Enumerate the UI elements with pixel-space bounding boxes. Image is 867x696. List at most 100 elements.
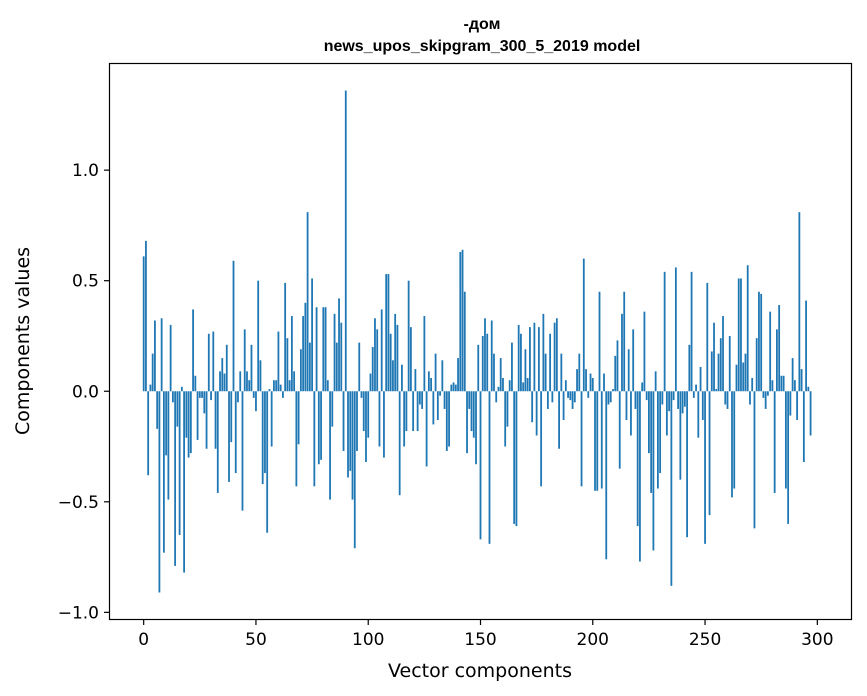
bar-279: [769, 311, 772, 392]
bar-209: [612, 389, 614, 392]
bar-10: [165, 391, 168, 456]
bar-60: [277, 331, 280, 392]
bar-276: [762, 391, 765, 398]
bar-120: [412, 391, 415, 432]
bar-225: [648, 391, 650, 454]
bar-52: [259, 360, 262, 392]
bar-169: [522, 382, 525, 392]
bar-40: [232, 260, 235, 392]
bar-297: [809, 391, 812, 436]
bar-114: [398, 391, 401, 496]
bar-144: [466, 391, 468, 454]
bar-228: [654, 371, 657, 392]
bar-168: [520, 333, 522, 392]
bar-266: [740, 278, 742, 392]
bar-181: [549, 333, 552, 392]
bar-158: [497, 386, 500, 392]
x-tick-label: 250: [689, 630, 721, 650]
bar-0: [142, 256, 145, 392]
bar-220: [636, 391, 639, 527]
bar-65: [288, 380, 291, 392]
bar-46: [246, 371, 248, 392]
bar-172: [529, 327, 531, 392]
y-axis-label: Components values: [12, 247, 34, 435]
bar-159: [499, 358, 502, 392]
bar-42: [237, 391, 239, 403]
bar-263: [733, 391, 736, 489]
bar-66: [290, 316, 293, 392]
bar-8: [160, 318, 163, 392]
bar-252: [708, 391, 711, 516]
bar-175: [535, 391, 538, 436]
bar-139: [454, 384, 457, 392]
bar-163: [508, 380, 511, 392]
bar-108: [385, 274, 388, 392]
bar-178: [542, 313, 545, 392]
bar-261: [728, 335, 731, 392]
bar-153: [486, 333, 489, 392]
bar-186: [560, 353, 563, 392]
y-tick-label: −0.5: [58, 493, 99, 513]
bar-39: [230, 391, 233, 443]
bar-70: [299, 349, 302, 392]
bar-21: [189, 391, 192, 454]
bar-16: [178, 391, 181, 535]
bar-112: [394, 313, 397, 392]
bar-241: [683, 391, 686, 407]
bar-284: [780, 375, 783, 392]
bar-86: [335, 342, 338, 392]
bar-213: [621, 313, 623, 392]
bar-79: [320, 391, 322, 460]
bar-191: [571, 391, 574, 409]
bar-41: [234, 391, 237, 474]
bar-199: [589, 373, 592, 392]
bar-34: [219, 371, 221, 392]
bar-210: [614, 355, 617, 392]
x-tick-label: 200: [577, 630, 609, 650]
bar-129: [432, 391, 435, 425]
bar-240: [681, 391, 684, 414]
bar-287: [787, 391, 790, 524]
bar-125: [423, 316, 426, 392]
bar-177: [540, 391, 543, 487]
y-axis: −1.0 −0.5 0.0 0.5 1.0: [58, 161, 110, 623]
bar-148: [475, 391, 477, 465]
bar-150: [479, 391, 482, 540]
x-axis-label: Vector components: [388, 660, 572, 682]
bar-180: [546, 391, 549, 409]
bar-219: [634, 391, 637, 409]
bar-61: [279, 384, 282, 392]
bar-140: [457, 358, 459, 392]
bar-195: [580, 391, 583, 487]
bar-22: [192, 309, 194, 392]
bar-255: [715, 389, 718, 392]
y-tick-label: 0.0: [72, 382, 99, 402]
bar-68: [295, 391, 298, 487]
bar-166: [515, 391, 518, 527]
bar-76: [313, 391, 316, 487]
bar-294: [802, 391, 805, 463]
bar-25: [198, 391, 201, 398]
bar-292: [798, 212, 801, 392]
bar-132: [439, 391, 441, 396]
bar-272: [753, 391, 756, 529]
bar-190: [569, 391, 572, 401]
bar-93: [351, 391, 354, 500]
bar-107: [383, 391, 385, 458]
bar-160: [502, 377, 504, 392]
bar-124: [421, 391, 424, 409]
bar-242: [686, 391, 688, 538]
bar-162: [506, 391, 509, 427]
bar-69: [297, 391, 300, 445]
bar-187: [562, 391, 565, 420]
bar-260: [726, 391, 729, 409]
bar-296: [807, 386, 810, 392]
bar-119: [409, 327, 412, 392]
bar-223: [643, 311, 646, 392]
bar-135: [445, 391, 448, 451]
bar-17: [180, 386, 183, 392]
x-tick-label: 150: [464, 630, 496, 650]
bar-13: [171, 391, 174, 403]
bar-194: [578, 353, 581, 392]
bar-90: [344, 90, 347, 392]
